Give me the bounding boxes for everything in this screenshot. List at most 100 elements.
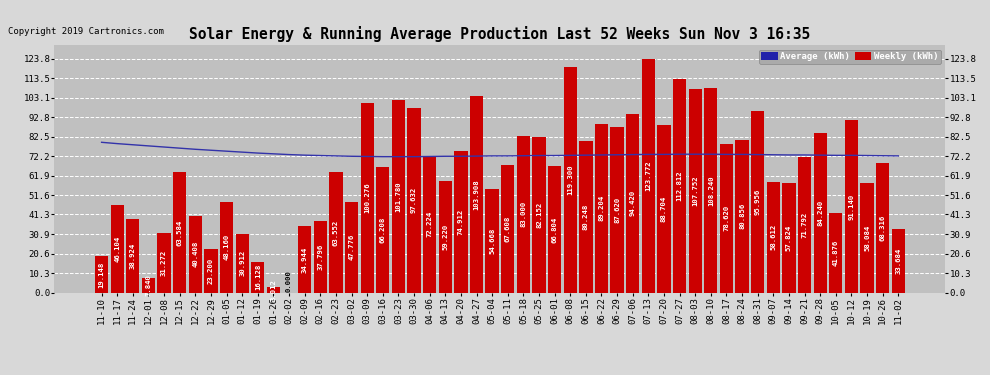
Bar bbox=[563, 67, 577, 292]
Text: 87.620: 87.620 bbox=[614, 196, 620, 223]
Text: 80.856: 80.856 bbox=[740, 203, 745, 229]
Bar bbox=[189, 216, 202, 292]
Bar bbox=[501, 165, 515, 292]
Bar bbox=[236, 234, 248, 292]
Bar bbox=[642, 58, 655, 292]
Text: 89.204: 89.204 bbox=[599, 195, 605, 221]
Bar bbox=[485, 189, 499, 292]
Text: 40.408: 40.408 bbox=[192, 241, 198, 267]
Bar bbox=[720, 144, 734, 292]
Text: 67.608: 67.608 bbox=[505, 216, 511, 242]
Text: 123.772: 123.772 bbox=[645, 160, 651, 191]
Bar bbox=[830, 213, 842, 292]
Bar bbox=[657, 125, 670, 292]
Text: 3.012: 3.012 bbox=[270, 279, 276, 301]
Bar bbox=[360, 103, 374, 292]
Bar bbox=[126, 219, 140, 292]
Bar bbox=[782, 183, 796, 292]
Text: 66.208: 66.208 bbox=[380, 217, 386, 243]
Bar bbox=[626, 114, 640, 292]
Bar bbox=[251, 262, 264, 292]
Text: 7.840: 7.840 bbox=[146, 274, 151, 296]
Text: 0.000: 0.000 bbox=[286, 270, 292, 291]
Text: 101.780: 101.780 bbox=[395, 181, 401, 212]
Bar bbox=[689, 89, 702, 292]
Text: 58.084: 58.084 bbox=[864, 225, 870, 251]
Text: 19.148: 19.148 bbox=[99, 261, 105, 288]
Bar bbox=[111, 206, 124, 292]
Title: Solar Energy & Running Average Production Last 52 Weeks Sun Nov 3 16:35: Solar Energy & Running Average Productio… bbox=[189, 27, 811, 42]
Text: 47.776: 47.776 bbox=[348, 234, 354, 261]
Bar bbox=[470, 96, 483, 292]
Text: 59.220: 59.220 bbox=[443, 224, 448, 250]
Bar bbox=[579, 141, 592, 292]
Text: 66.804: 66.804 bbox=[551, 216, 557, 243]
Bar bbox=[204, 249, 218, 292]
Text: 80.248: 80.248 bbox=[583, 204, 589, 230]
Text: 63.552: 63.552 bbox=[333, 219, 339, 246]
Text: 16.128: 16.128 bbox=[254, 264, 260, 290]
Bar bbox=[548, 166, 561, 292]
Text: 107.752: 107.752 bbox=[692, 176, 698, 206]
Text: 23.200: 23.200 bbox=[208, 258, 214, 284]
Text: 34.944: 34.944 bbox=[302, 246, 308, 273]
Bar bbox=[345, 202, 358, 292]
Bar bbox=[423, 156, 437, 292]
Text: 54.668: 54.668 bbox=[489, 228, 495, 254]
Text: 100.276: 100.276 bbox=[364, 183, 370, 213]
Text: 71.792: 71.792 bbox=[802, 211, 808, 238]
Bar bbox=[298, 226, 311, 292]
Bar bbox=[766, 182, 780, 292]
Text: 78.620: 78.620 bbox=[724, 205, 730, 231]
Text: 94.420: 94.420 bbox=[630, 190, 636, 216]
Text: 74.912: 74.912 bbox=[458, 209, 464, 235]
Bar bbox=[330, 172, 343, 292]
Text: 33.684: 33.684 bbox=[895, 248, 901, 274]
Text: 84.240: 84.240 bbox=[817, 200, 824, 226]
Text: 72.224: 72.224 bbox=[427, 211, 433, 237]
Bar bbox=[595, 124, 608, 292]
Legend: Average (kWh), Weekly (kWh): Average (kWh), Weekly (kWh) bbox=[758, 50, 940, 64]
Text: 41.876: 41.876 bbox=[833, 240, 839, 266]
Bar bbox=[517, 136, 530, 292]
Bar bbox=[611, 127, 624, 292]
Text: 91.140: 91.140 bbox=[848, 193, 854, 219]
Text: 83.000: 83.000 bbox=[521, 201, 527, 227]
Text: 46.104: 46.104 bbox=[114, 236, 120, 262]
Text: 63.584: 63.584 bbox=[176, 219, 183, 246]
Text: 97.632: 97.632 bbox=[411, 187, 417, 213]
Bar bbox=[408, 108, 421, 292]
Text: 103.908: 103.908 bbox=[473, 179, 479, 210]
Bar bbox=[220, 201, 234, 292]
Text: 37.796: 37.796 bbox=[318, 244, 324, 270]
Text: 58.612: 58.612 bbox=[770, 224, 776, 250]
Bar bbox=[95, 256, 108, 292]
Bar bbox=[736, 140, 748, 292]
Text: 112.812: 112.812 bbox=[676, 171, 682, 201]
Text: 108.240: 108.240 bbox=[708, 175, 714, 206]
Bar bbox=[860, 183, 874, 292]
Bar bbox=[266, 287, 280, 292]
Bar bbox=[751, 111, 764, 292]
Bar bbox=[876, 164, 889, 292]
Text: 119.300: 119.300 bbox=[567, 165, 573, 195]
Bar bbox=[704, 88, 718, 292]
Bar bbox=[454, 151, 467, 292]
Bar bbox=[157, 233, 170, 292]
Bar bbox=[892, 229, 905, 292]
Bar bbox=[392, 100, 405, 292]
Bar bbox=[173, 172, 186, 292]
Text: 31.272: 31.272 bbox=[161, 250, 167, 276]
Bar bbox=[798, 157, 811, 292]
Text: 57.824: 57.824 bbox=[786, 225, 792, 251]
Text: Copyright 2019 Cartronics.com: Copyright 2019 Cartronics.com bbox=[8, 27, 163, 36]
Bar bbox=[814, 134, 827, 292]
Text: 38.924: 38.924 bbox=[130, 243, 136, 269]
Text: 30.912: 30.912 bbox=[240, 250, 246, 276]
Bar bbox=[673, 80, 686, 292]
Text: 88.704: 88.704 bbox=[661, 196, 667, 222]
Bar bbox=[439, 181, 451, 292]
Bar bbox=[376, 167, 389, 292]
Bar bbox=[533, 137, 545, 292]
Bar bbox=[142, 278, 155, 292]
